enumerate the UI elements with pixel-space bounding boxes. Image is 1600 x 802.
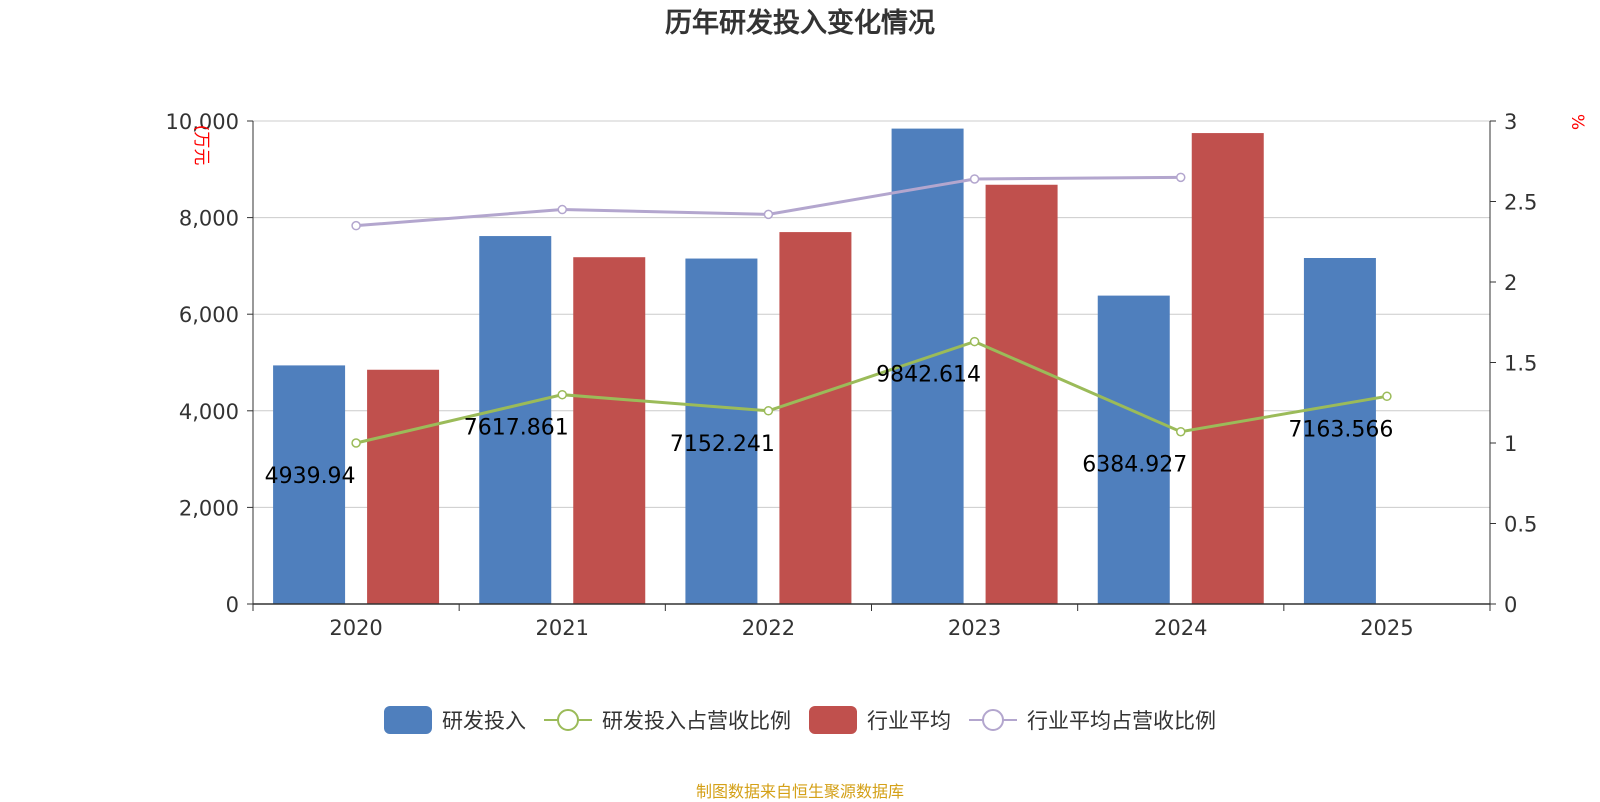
legend-label-industry-avg: 行业平均: [867, 709, 951, 733]
x-tick-label: 2020: [329, 616, 382, 640]
left-tick-label: 8,000: [179, 207, 239, 231]
line-研发投入占营收比例: [355, 339, 1388, 445]
right-tick-label: 1: [1504, 432, 1517, 456]
legend-swatch-industry-ratio: [969, 709, 1017, 731]
left-axis-unit: (万元: [191, 125, 211, 166]
point-研发投入占营收比例: [1382, 391, 1392, 402]
data-label: 4939.94: [265, 464, 356, 489]
right-tick-label: 1.5: [1504, 352, 1537, 376]
bar-研发投入: [1097, 295, 1170, 604]
right-tick-label: 0: [1504, 593, 1517, 617]
legend-label-rd-investment: 研发投入: [442, 709, 526, 733]
bar-行业平均: [985, 184, 1058, 605]
legend-label-industry-ratio: 行业平均占营收比例: [1027, 709, 1216, 733]
point-行业平均占营收比例: [969, 174, 980, 184]
x-tick-label: 2024: [1154, 616, 1207, 640]
x-tick-label: 2023: [948, 616, 1001, 640]
x-tick-label: 2021: [536, 616, 589, 640]
right-tick-label: 3: [1504, 110, 1517, 134]
x-tick-label: 2022: [742, 616, 795, 640]
point-行业平均占营收比例: [351, 220, 361, 231]
legend-item-rd-ratio[interactable]: 研发投入占营收比例: [544, 705, 791, 735]
right-axis-unit: %: [1567, 114, 1587, 130]
left-tick-label: 0: [226, 593, 239, 617]
point-研发投入占营收比例: [1176, 426, 1186, 437]
right-tick-label: 0.5: [1504, 513, 1537, 537]
left-tick-label: 4,000: [179, 400, 239, 424]
legend-swatch-rd-ratio: [544, 709, 592, 731]
lines-group: [351, 172, 1392, 448]
legend: 研发投入 研发投入占营收比例 行业平均 行业平均占营收比例: [0, 702, 1600, 738]
legend-item-industry-avg[interactable]: 行业平均: [809, 705, 951, 735]
data-label: 6384.927: [1082, 453, 1187, 478]
x-tick-label: 2025: [1360, 616, 1413, 640]
bar-行业平均: [367, 369, 440, 604]
bar-研发投入: [685, 258, 758, 604]
bar-行业平均: [1191, 133, 1264, 604]
bars-group: [273, 128, 1376, 605]
point-研发投入占营收比例: [969, 336, 980, 347]
left-tick-label: 10,000: [166, 110, 239, 134]
bar-研发投入: [1303, 257, 1376, 604]
point-研发投入占营收比例: [351, 438, 361, 448]
legend-item-industry-ratio[interactable]: 行业平均占营收比例: [969, 705, 1216, 735]
legend-label-rd-ratio: 研发投入占营收比例: [602, 709, 791, 733]
legend-swatch-rd-investment: [384, 706, 432, 734]
chart-title: 历年研发投入变化情况: [665, 7, 935, 39]
legend-swatch-industry-avg: [809, 706, 857, 734]
point-行业平均占营收比例: [1176, 172, 1186, 183]
point-行业平均占营收比例: [763, 209, 774, 220]
data-label: 7163.566: [1288, 417, 1393, 442]
data-label: 9842.614: [876, 363, 981, 388]
bar-行业平均: [779, 232, 852, 604]
point-行业平均占营收比例: [557, 204, 567, 215]
left-tick-label: 2,000: [179, 496, 239, 520]
data-labels-group: 4939.94 7617.861 7152.241 9842.614 6384.927 7…: [265, 363, 1394, 489]
bar-行业平均: [573, 257, 646, 604]
axes-group: 0 2,000 4,000 6,000 8,000 10,000 0 0.5 1 1.5 2 2.5 3…: [166, 110, 1538, 640]
left-tick-label: 6,000: [179, 303, 239, 327]
data-label: 7152.241: [670, 432, 775, 457]
right-tick-label: 2: [1504, 271, 1517, 295]
legend-item-rd-investment[interactable]: 研发投入: [384, 705, 526, 735]
bar-研发投入: [273, 365, 346, 604]
data-label: 7617.861: [464, 416, 569, 441]
right-tick-label: 2.5: [1504, 191, 1537, 215]
point-研发投入占营收比例: [763, 406, 774, 416]
bar-研发投入: [479, 236, 552, 604]
point-研发投入占营收比例: [557, 389, 567, 400]
data-source-note: 制图数据来自恒生聚源数据库: [695, 782, 904, 801]
